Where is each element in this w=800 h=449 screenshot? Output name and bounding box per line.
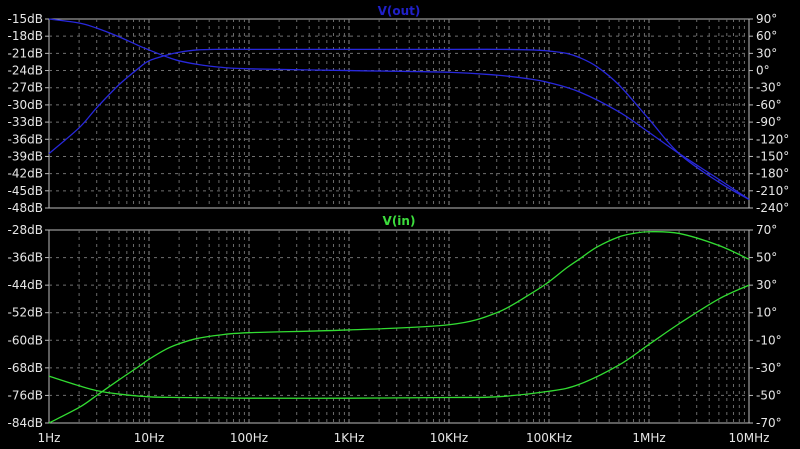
y-right-tick-label: 30° [756, 46, 777, 60]
y-right-tick-label: 60° [756, 29, 777, 43]
y-right-tick-label: -50° [756, 388, 782, 402]
plot-frame [48, 18, 750, 209]
y-right-tick-label: -70° [756, 416, 782, 430]
y-left-tick-label: -33dB [8, 115, 43, 129]
y-right-tick-label: -210° [756, 184, 789, 198]
y-right-tick-label: -10° [756, 333, 782, 347]
x-tick-label: 100Hz [230, 431, 268, 445]
y-left-tick-label: -39dB [8, 149, 43, 163]
magnitude-series-line [48, 48, 750, 200]
y-left-tick-label: -24dB [8, 64, 43, 78]
vout-panel: -15dB -18dB -21dB -24dB -27dB -30dB -33dB -36dB… [8, 4, 790, 215]
chart-title: V(in) [383, 214, 416, 228]
y-left-tick-label: -28dB [8, 223, 43, 237]
phase-series-line [48, 284, 750, 399]
y-left-tick-label: -36dB [8, 251, 43, 265]
y-right-tick-label: -180° [756, 167, 789, 181]
y-left-tick-label: -42dB [8, 167, 43, 181]
y-left-tick-label: -84dB [8, 416, 43, 430]
x-tick-label: 10KHz [430, 431, 468, 445]
x-tick-label: 1KHz [334, 431, 365, 445]
x-tick-label: 1MHz [632, 431, 665, 445]
y-right-tick-label: -60° [756, 98, 782, 112]
y-right-tick-label: 30° [756, 278, 777, 292]
plot-frame [48, 229, 750, 424]
y-right-tick-label: 0° [756, 64, 770, 78]
y-left-tick-label: -48dB [8, 201, 43, 215]
y-left-tick-label: -44dB [8, 278, 43, 292]
y-left-tick-label: -36dB [8, 132, 43, 146]
x-tick-label: 1Hz [38, 431, 61, 445]
y-right-tick-label: -240° [756, 201, 789, 215]
chart-title: V(out) [378, 4, 421, 18]
y-right-tick-label: -120° [756, 132, 789, 146]
y-left-tick-label: -60dB [8, 333, 43, 347]
vin-panel: -28dB -36dB -44dB -52dB -60dB -68dB -76dB -84dB… [8, 214, 782, 445]
y-left-tick-label: -45dB [8, 184, 43, 198]
x-tick-label: 100KHz [526, 431, 572, 445]
x-tick-label: 10Hz [134, 431, 165, 445]
magnitude-series-line [48, 231, 750, 424]
phase-series-line [48, 18, 750, 200]
y-left-tick-label: -15dB [8, 12, 43, 26]
y-right-tick-label: 50° [756, 251, 777, 265]
y-right-tick-label: -150° [756, 149, 789, 163]
x-tick-label: 10MHz [729, 431, 770, 445]
y-left-tick-label: -68dB [8, 361, 43, 375]
y-left-tick-label: -76dB [8, 388, 43, 402]
y-left-tick-label: -30dB [8, 98, 43, 112]
y-right-tick-label: -30° [756, 81, 782, 95]
y-right-tick-label: 70° [756, 223, 777, 237]
y-right-tick-label: 10° [756, 306, 777, 320]
y-left-tick-label: -27dB [8, 81, 43, 95]
y-right-tick-label: -90° [756, 115, 782, 129]
y-left-tick-label: -21dB [8, 46, 43, 60]
y-right-tick-label: 90° [756, 12, 777, 26]
y-left-tick-label: -18dB [8, 29, 43, 43]
y-left-tick-label: -52dB [8, 306, 43, 320]
y-right-tick-label: -30° [756, 361, 782, 375]
